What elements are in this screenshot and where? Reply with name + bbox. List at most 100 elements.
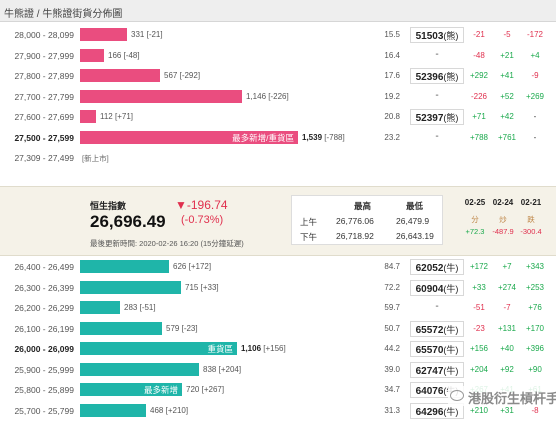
bear-bar[interactable] xyxy=(80,403,146,417)
bar-change: [-226] xyxy=(268,91,289,101)
daily-change-2: +7 xyxy=(502,262,512,271)
bar-value-text: 1,539 [-788] xyxy=(302,133,345,142)
bear-bar[interactable] xyxy=(80,362,199,376)
warrant-type-tag: (熊) xyxy=(443,113,459,123)
pm-low: 26,643.19 xyxy=(396,231,434,241)
daily-change-2: +52 xyxy=(500,91,514,101)
bar-value-text: 567 [-292] xyxy=(164,71,200,80)
bull-bar[interactable] xyxy=(80,69,160,82)
date-2-sub: 跌 xyxy=(527,215,535,224)
distribution-row: 26,300 - 26,399 715 [+33] 72.2 60904(牛) +33 +… xyxy=(0,278,556,298)
bull-bar[interactable] xyxy=(80,28,127,41)
bear-bar[interactable]: 最多新增 xyxy=(80,383,182,396)
daily-change-3: +170 xyxy=(525,323,545,333)
price-range: 26,000 - 26,099 xyxy=(14,344,74,354)
daily-change-2: +21 xyxy=(500,50,514,60)
price-range: 28,000 - 28,099 xyxy=(14,30,74,40)
price-range: 27,309 - 27,499 xyxy=(14,153,74,163)
bar-value-text: 720 [+267] xyxy=(186,385,224,394)
daily-change-2: +42 xyxy=(500,112,514,121)
bar-value: 1,106 xyxy=(241,344,262,353)
warrant-code[interactable]: - xyxy=(410,130,464,146)
warrant-code[interactable]: 62747(牛) xyxy=(410,361,464,378)
distribution-row: 27,900 - 27,999 166 [-48] 16.4 - -48 +21 +4 xyxy=(0,46,556,66)
warrant-code-number: 64296 xyxy=(415,406,444,418)
warrant-code[interactable]: 60904(牛) xyxy=(410,279,464,296)
high-low-table: 最高 最低 上午 下午 26,776.06 26,479.9 26,718.92… xyxy=(291,195,443,245)
warrant-type-tag: (牛) xyxy=(443,345,459,355)
warrant-type-tag: (牛) xyxy=(443,365,459,376)
bar-value-text: 468 [+210] xyxy=(150,406,188,415)
warrant-code-number: 60904 xyxy=(415,283,444,295)
index-value: 26,696.49 xyxy=(90,212,166,231)
bar-value: 331 xyxy=(131,30,145,39)
bull-bar[interactable] xyxy=(80,48,104,62)
price-range: 26,400 - 26,499 xyxy=(14,262,74,272)
date-2-value: -300.4 xyxy=(520,227,542,236)
daily-change-2: +761 xyxy=(497,132,517,142)
bar-value-text: 166 [-48] xyxy=(108,51,140,60)
index-change: ▼-196.74 xyxy=(175,198,228,212)
daily-change-1: +788 xyxy=(469,132,489,142)
bar-value: 567 xyxy=(164,71,178,80)
warrant-code[interactable]: 62052(牛) xyxy=(410,259,464,275)
bar-change: [-788] xyxy=(324,132,345,142)
warrant-code[interactable]: 65570(牛) xyxy=(410,341,464,357)
price-range: 26,300 - 26,399 xyxy=(14,282,74,293)
daily-change-1: -226 xyxy=(470,91,487,101)
warrant-code[interactable]: - xyxy=(410,300,464,316)
bear-bar[interactable] xyxy=(80,301,120,314)
bar-inline-label: 最多新增 xyxy=(143,385,178,395)
bar-inline-label: 重貨區 xyxy=(207,344,233,354)
warrant-type-tag: (牛) xyxy=(443,324,459,335)
warrant-code[interactable]: 52397(熊) xyxy=(410,109,464,125)
bar-value: 579 xyxy=(166,323,180,333)
bar-value: 112 xyxy=(100,112,113,121)
warrant-code-number: 65572 xyxy=(415,324,444,336)
index-title: 恒生指數 xyxy=(90,201,127,211)
bar-value-text: 1,106 [+156] xyxy=(241,344,286,353)
bar-value: 468 xyxy=(150,405,164,415)
warrant-code[interactable]: 52396(熊) xyxy=(410,68,464,84)
bear-bar[interactable] xyxy=(80,321,162,335)
warrant-code[interactable]: - xyxy=(410,89,464,105)
call-level-pct: 72.2 xyxy=(384,282,400,292)
warrant-code[interactable]: - xyxy=(410,48,464,64)
warrant-code-number: 62747 xyxy=(415,365,444,377)
price-range: 27,900 - 27,999 xyxy=(14,50,74,61)
warrant-code[interactable]: 51503(熊) xyxy=(410,27,464,43)
bull-bar[interactable]: 最多新增/重貨區 xyxy=(80,130,298,144)
bar-value-text: 112 [+71] xyxy=(100,112,133,121)
bar-change: [+204] xyxy=(218,364,242,374)
bear-bar[interactable] xyxy=(80,260,169,273)
distribution-row: 28,000 - 28,099 331 [-21] 15.5 51503(熊) -21 -… xyxy=(0,25,556,45)
daily-change-1: -21 xyxy=(473,30,485,39)
warrant-type-tag: (牛) xyxy=(443,283,459,294)
warrant-type-tag: (熊) xyxy=(443,31,459,41)
daily-change-3: +76 xyxy=(528,303,542,312)
bear-bar[interactable]: 重貨區 xyxy=(80,342,237,355)
bar-value: 166 xyxy=(108,50,122,60)
call-level-pct: 20.8 xyxy=(384,112,400,121)
bar-value-text: 331 [-21] xyxy=(131,30,163,39)
warrant-code[interactable]: 64296(牛) xyxy=(410,402,464,419)
distribution-row: 27,800 - 27,899 567 [-292] 17.6 52396(熊) +29… xyxy=(0,66,556,86)
bar-value-text: 715 [+33] xyxy=(185,283,219,292)
daily-change-1: +172 xyxy=(469,262,489,271)
date-2: 02-21 xyxy=(520,198,542,207)
date-0: 02-25 xyxy=(464,198,486,207)
high-header: 最高 xyxy=(354,201,372,211)
page-title: 牛熊證 / 牛熊證街貨分佈圖 xyxy=(4,9,123,20)
bar-value-text: 626 [+172] xyxy=(173,262,211,271)
call-level-pct: 17.6 xyxy=(384,71,400,80)
distribution-row: 25,900 - 25,999 838 [+204] 39.0 62747(牛) +20… xyxy=(0,360,556,380)
price-range: 26,100 - 26,199 xyxy=(14,323,74,334)
bull-bar[interactable] xyxy=(80,89,242,103)
bull-bar[interactable] xyxy=(80,110,96,123)
distribution-row: 26,000 - 26,099 重貨區 1,106 [+156] 44.2 65570(… xyxy=(0,339,556,359)
warrant-code[interactable]: 65572(牛) xyxy=(410,320,464,337)
bar-value: 1,539 xyxy=(302,132,323,142)
bear-bar[interactable] xyxy=(80,280,181,294)
daily-change-1: +156 xyxy=(469,344,489,353)
warrant-code-number: 51503 xyxy=(415,31,444,42)
